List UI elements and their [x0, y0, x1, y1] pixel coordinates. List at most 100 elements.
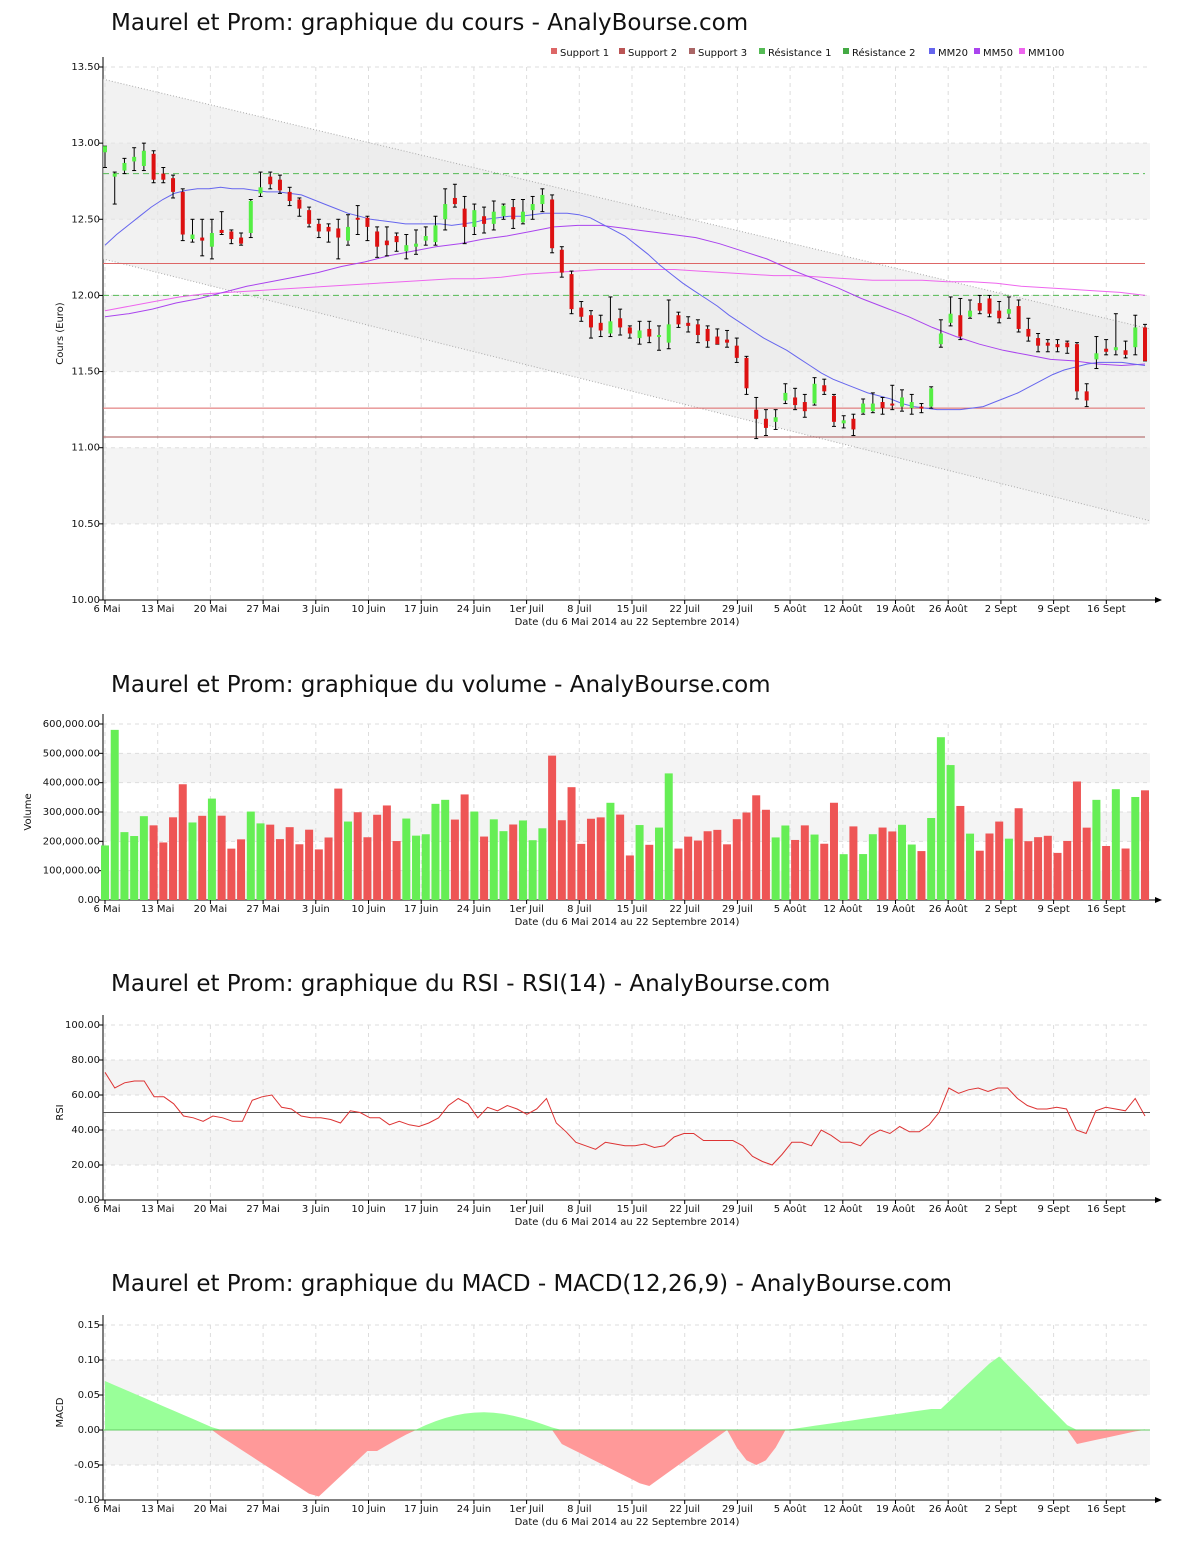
volume-bar — [1141, 790, 1149, 900]
legend-swatch — [1019, 48, 1025, 54]
volume-bar — [285, 827, 294, 900]
volume-bar — [829, 802, 838, 900]
y-tick-label: 100,000.00 — [43, 866, 100, 877]
y-tick-label: 80.00 — [71, 1055, 100, 1066]
volume-bar — [956, 805, 965, 900]
volume-bar — [839, 854, 848, 900]
x-tick-label: 15 Juil — [617, 904, 648, 915]
legend-label: Résistance 1 — [768, 47, 831, 59]
volume-bar — [149, 825, 158, 900]
candle-body — [822, 385, 827, 392]
volume-bar — [567, 787, 576, 900]
x-tick-label: 13 Mai — [141, 1204, 174, 1215]
volume-bar — [188, 822, 197, 900]
candle-body — [744, 357, 749, 389]
candle-body — [948, 313, 953, 323]
x-tick-label: 6 Mai — [93, 904, 120, 915]
volume-bar — [1014, 808, 1023, 900]
x-tick-label: 20 Mai — [194, 604, 227, 615]
x-tick-label: 12 Août — [823, 903, 862, 915]
volume-bar — [1111, 789, 1120, 900]
volume-bar — [810, 834, 819, 900]
volume-bar — [295, 844, 304, 900]
x-axis-arrow — [1155, 1197, 1162, 1203]
x-tick-label: 6 Mai — [93, 1504, 120, 1515]
candle-body — [151, 153, 156, 180]
candle-body — [336, 228, 341, 238]
x-tick-label: 22 Juil — [669, 604, 700, 615]
volume-bar — [761, 809, 770, 900]
legend-swatch — [843, 48, 849, 54]
x-tick-label: 24 Juin — [457, 904, 491, 915]
candle-body — [938, 333, 943, 345]
candle-body — [929, 388, 934, 407]
trend-channel — [103, 79, 1150, 521]
candle-body — [501, 205, 506, 217]
legend-swatch — [689, 48, 695, 54]
candle-body — [754, 409, 759, 419]
volume-bar — [771, 837, 780, 900]
x-tick-label: 27 Mai — [246, 1504, 279, 1515]
candle-body — [190, 234, 195, 240]
candle-body — [831, 395, 836, 422]
volume-bar — [645, 844, 654, 900]
volume-bar — [130, 836, 139, 900]
candle-body — [326, 226, 331, 232]
candle-body — [345, 226, 350, 241]
y-tick-label: 40.00 — [71, 1125, 100, 1136]
candle-body — [1016, 306, 1021, 329]
candle-body — [870, 403, 875, 412]
candle-body — [598, 322, 603, 331]
volume-bar — [859, 854, 868, 900]
x-tick-label: 15 Juil — [617, 604, 648, 615]
candle-body — [1084, 391, 1089, 401]
volume-bar — [936, 737, 945, 900]
candle-body — [715, 336, 720, 345]
volume-bar — [557, 820, 566, 900]
candle-body — [618, 318, 623, 328]
volume-bar — [577, 843, 586, 900]
candle-body — [1094, 353, 1099, 360]
candle-body — [239, 237, 244, 244]
volume-bar — [849, 826, 858, 900]
volume-bar — [363, 837, 372, 900]
volume-bar — [334, 788, 343, 900]
x-tick-label: 19 Août — [876, 603, 915, 615]
x-tick-label: 27 Mai — [246, 604, 279, 615]
x-tick-label: 8 Juil — [567, 1504, 591, 1515]
volume-bar — [198, 815, 207, 900]
volume-bar — [480, 836, 489, 900]
x-tick-label: 10 Juin — [351, 904, 385, 915]
volume-bar — [616, 814, 625, 900]
x-tick-label: 17 Juin — [404, 1504, 438, 1515]
candle-body — [900, 397, 905, 407]
candle-body — [404, 245, 409, 252]
x-tick-label: 19 Août — [876, 1503, 915, 1515]
y-axis-label: RSI — [55, 1104, 66, 1120]
candle-body — [579, 307, 584, 317]
volume-bar — [256, 823, 265, 900]
volume-bar — [781, 825, 790, 900]
volume-bar — [402, 818, 411, 900]
volume-bar — [509, 824, 518, 900]
y-axis-label: Volume — [23, 793, 34, 830]
volume-bar — [548, 755, 557, 900]
x-tick-label: 8 Juil — [567, 1204, 591, 1215]
candle-body — [559, 249, 564, 273]
x-tick-label: 2 Sept — [985, 1504, 1017, 1515]
x-tick-label: 10 Juin — [351, 604, 385, 615]
candle-body — [171, 178, 176, 192]
x-tick-label: 2 Sept — [985, 604, 1017, 615]
x-tick-label: 22 Juil — [669, 1204, 700, 1215]
candle-body — [705, 328, 710, 342]
volume-bar — [518, 820, 527, 900]
volume-bar — [305, 829, 314, 900]
volume-bar — [927, 818, 936, 900]
volume-bar — [324, 837, 333, 900]
x-tick-label: 5 Août — [774, 603, 807, 615]
candle-body — [491, 211, 496, 224]
x-tick-label: 10 Juin — [351, 1204, 385, 1215]
x-tick-label: 2 Sept — [985, 904, 1017, 915]
x-tick-label: 19 Août — [876, 903, 915, 915]
volume-bar — [878, 827, 887, 900]
